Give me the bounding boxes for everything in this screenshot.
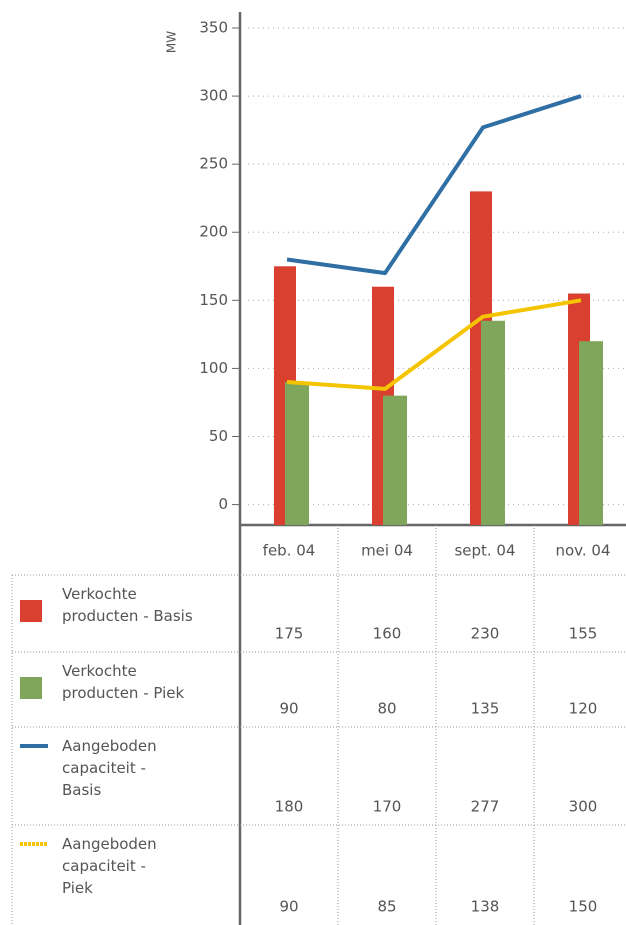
table-value: 90 [279, 700, 298, 718]
bar [383, 395, 407, 525]
y-tick-label: 300 [199, 87, 228, 105]
legend-swatch [20, 677, 42, 699]
table-value: 85 [377, 898, 396, 916]
legend-label: Aangeboden capaciteit - Basis [62, 737, 157, 799]
y-axis-label: MW [165, 31, 179, 53]
y-tick-label: 0 [218, 495, 228, 513]
bar [285, 382, 309, 525]
x-tick-label: nov. 04 [555, 542, 610, 560]
legend-label: Aangeboden capaciteit - Piek [62, 835, 157, 897]
table-value: 80 [377, 700, 396, 718]
line-series [286, 298, 582, 391]
y-tick-label: 350 [199, 19, 228, 37]
legend-label: Verkochte producten - Piek [62, 662, 185, 702]
y-tick-label: 200 [199, 223, 228, 241]
legend-swatch [20, 600, 42, 622]
table-value: 150 [569, 898, 598, 916]
table-value: 230 [471, 625, 500, 643]
table-value: 180 [275, 798, 304, 816]
legend-label: Verkochte producten - Basis [62, 585, 193, 625]
y-tick-label: 100 [199, 359, 228, 377]
bar [579, 341, 603, 525]
table-value: 277 [471, 798, 500, 816]
table-value: 160 [373, 625, 402, 643]
table-value: 300 [569, 798, 598, 816]
y-tick-label: 250 [199, 155, 228, 173]
x-tick-label: sept. 04 [454, 542, 515, 560]
y-tick-label: 150 [199, 291, 228, 309]
table-value: 135 [471, 700, 500, 718]
x-tick-label: feb. 04 [263, 542, 316, 560]
x-tick-label: mei 04 [361, 542, 413, 560]
table-value: 170 [373, 798, 402, 816]
table-value: 90 [279, 898, 298, 916]
table-value: 120 [569, 700, 598, 718]
line-series [286, 94, 582, 276]
table-value: 138 [471, 898, 500, 916]
y-tick-label: 50 [209, 427, 228, 445]
table-value: 175 [275, 625, 304, 643]
table-value: 155 [569, 625, 598, 643]
bar [481, 320, 505, 525]
